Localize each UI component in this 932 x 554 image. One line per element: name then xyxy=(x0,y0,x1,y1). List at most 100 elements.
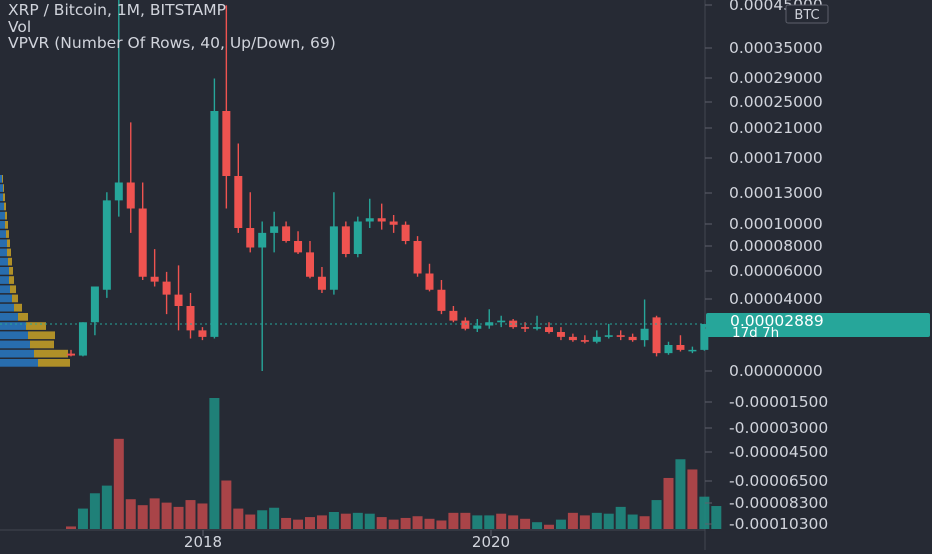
candle-body xyxy=(353,221,362,254)
candle-body xyxy=(377,218,386,222)
candle-body xyxy=(413,241,422,274)
volume-bar xyxy=(436,520,447,529)
candle xyxy=(401,221,410,245)
last-price-tag: 0.00002889 17d 7h xyxy=(706,312,930,341)
volume-bar xyxy=(352,512,363,529)
volume-bar xyxy=(77,508,88,529)
price-axis-label: 0.00004000 xyxy=(729,290,823,308)
last-price-value: 0.00002889 xyxy=(730,312,824,330)
vpvr-row-down xyxy=(3,184,4,192)
volume-bar xyxy=(125,499,136,529)
volume-bar xyxy=(388,519,399,529)
vpvr-row-down xyxy=(2,175,3,183)
vpvr-row-down xyxy=(14,303,22,312)
volume-bar xyxy=(340,513,351,529)
vpvr-row-up xyxy=(0,276,9,284)
candle-body xyxy=(509,320,518,328)
vpvr-row-down xyxy=(3,193,5,202)
candle xyxy=(628,333,637,342)
candle xyxy=(413,236,422,277)
price-axis-label: 0.00000000 xyxy=(729,362,823,380)
volume-bar xyxy=(424,518,435,529)
candle-body xyxy=(592,336,601,342)
vpvr-row-down xyxy=(8,257,12,266)
candle-body xyxy=(78,322,87,356)
candle-body xyxy=(604,335,613,337)
volume-bar xyxy=(508,515,519,529)
candle-body xyxy=(90,286,99,323)
volume-bar xyxy=(412,516,423,529)
candle xyxy=(102,192,111,298)
candle xyxy=(246,192,255,253)
last-price-countdown: 17d 7h xyxy=(732,325,779,341)
vpvr-row-up xyxy=(0,193,3,202)
volume-bar xyxy=(567,512,578,529)
candle xyxy=(234,143,243,233)
candle xyxy=(437,280,446,315)
price-axis-label: -0.00003000 xyxy=(729,419,828,437)
volume-bar xyxy=(233,508,244,529)
currency-badge[interactable]: BTC xyxy=(785,4,829,24)
candle-body xyxy=(114,182,123,201)
candle xyxy=(126,122,135,233)
chart-legend: XRP / Bitcoin, 1M, BITSTAMP Vol VPVR (Nu… xyxy=(8,1,336,51)
volume-bar xyxy=(185,500,196,529)
volume-bars xyxy=(66,398,722,529)
vpvr-row-up xyxy=(0,221,5,229)
candle-body xyxy=(688,349,697,352)
candle-body xyxy=(521,327,530,329)
candle xyxy=(688,346,697,354)
candle-body xyxy=(222,111,231,176)
candle xyxy=(186,293,195,339)
candle-body xyxy=(317,276,326,290)
vpvr-indicator-label[interactable]: VPVR (Number Of Rows, 40, Up/Down, 69) xyxy=(8,34,336,52)
candle xyxy=(545,322,553,334)
volume-indicator-label[interactable]: Vol xyxy=(8,17,32,36)
candle xyxy=(365,198,374,228)
candle-body xyxy=(497,320,506,323)
candle xyxy=(258,221,267,371)
candle xyxy=(306,241,314,279)
candle xyxy=(377,203,386,230)
candle-body xyxy=(186,306,195,331)
candle xyxy=(592,330,601,344)
price-axis-label: -0.00001500 xyxy=(729,393,828,411)
candle xyxy=(533,315,542,331)
vpvr-row-up xyxy=(0,211,5,220)
candles xyxy=(67,0,709,371)
candle xyxy=(485,309,494,329)
vpvr-row-down xyxy=(18,313,28,321)
price-axis[interactable]: 0.000450000.000350000.000290000.00025000… xyxy=(705,0,828,533)
volume-bar xyxy=(257,510,268,529)
volume-bar xyxy=(281,517,292,529)
vpvr-row-up xyxy=(0,248,7,257)
candle xyxy=(341,221,350,258)
vpvr-row-up xyxy=(0,331,28,340)
candle-body xyxy=(246,228,255,248)
candle-body xyxy=(162,281,171,295)
volume-bar xyxy=(555,519,566,529)
volume-bar xyxy=(328,511,339,529)
candle-body xyxy=(329,226,338,290)
volume-bar xyxy=(221,480,232,529)
candle-body xyxy=(556,332,565,337)
time-axis[interactable]: 2018 2020 xyxy=(184,530,510,551)
candle-body xyxy=(533,327,542,329)
price-axis-label: 0.00021000 xyxy=(729,119,823,137)
volume-bar xyxy=(711,506,722,529)
vpvr-row-up xyxy=(0,303,14,312)
volume-bar xyxy=(448,512,459,529)
candle xyxy=(389,215,398,233)
symbol-title[interactable]: XRP / Bitcoin, 1M, BITSTAMP xyxy=(8,1,227,19)
candle-body xyxy=(545,327,553,332)
candle-body xyxy=(174,294,183,306)
vpvr-row-up xyxy=(0,202,4,211)
candle xyxy=(270,211,279,253)
vpvr-row-down xyxy=(12,294,18,303)
candle-body xyxy=(401,224,410,241)
volume-bar xyxy=(161,502,172,529)
vpvr-row-up xyxy=(0,175,2,183)
candle xyxy=(138,182,147,280)
